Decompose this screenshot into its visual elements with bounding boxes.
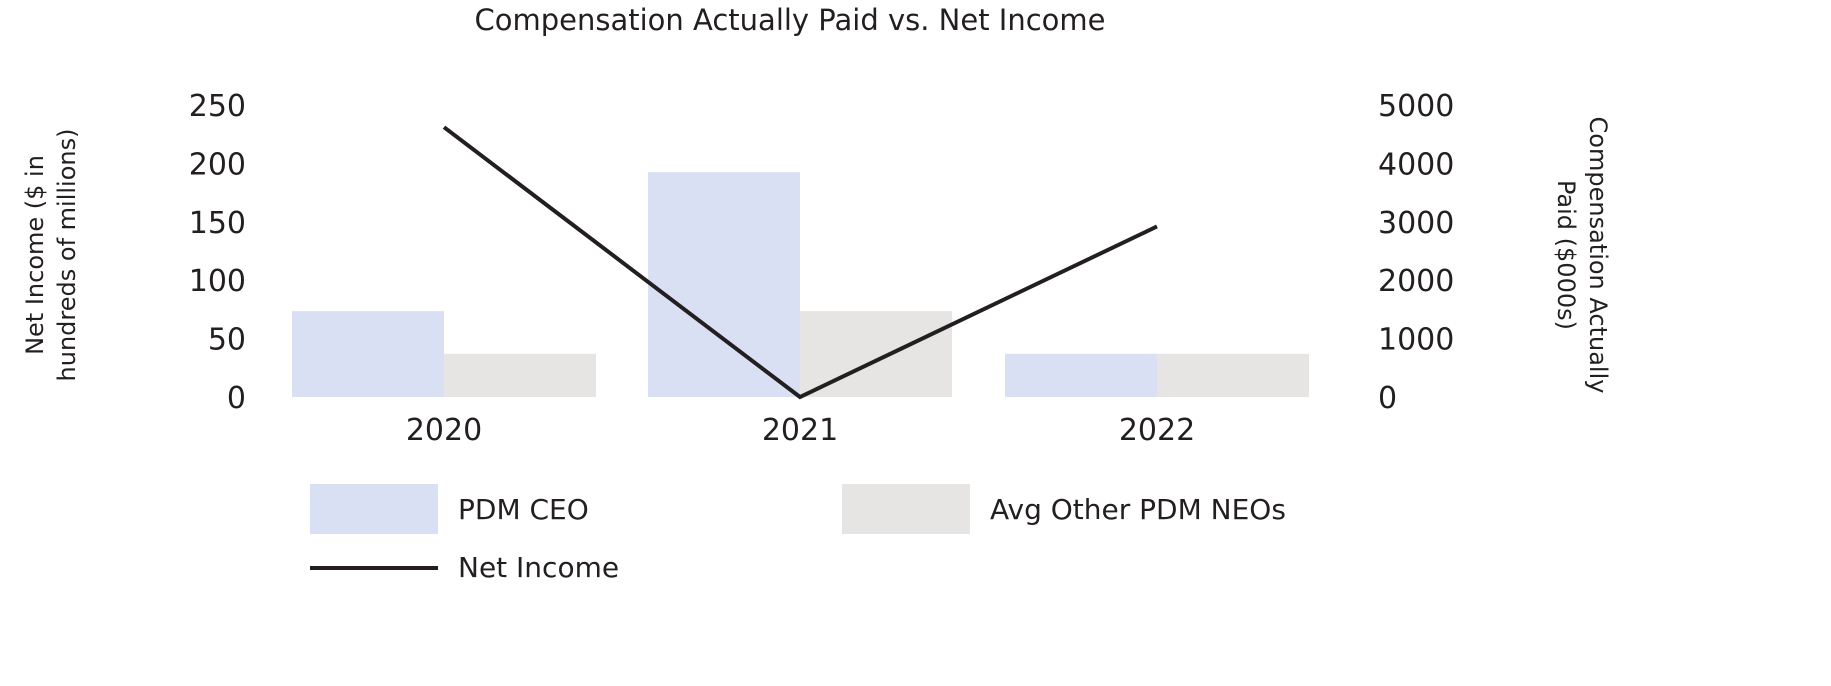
y-left-tick-label: 250 (189, 89, 246, 124)
y-left-axis-label: Net Income ($ in hundreds of millions) (21, 129, 81, 382)
y-right-tick-label: 4000 (1378, 147, 1454, 182)
y-right-tick-label: 3000 (1378, 206, 1454, 241)
legend-label-pdm-ceo: PDM CEO (458, 493, 589, 526)
x-tick-label: 2020 (406, 413, 482, 448)
x-tick-label: 2021 (762, 413, 838, 448)
bar-pdm-ceo-2022 (1005, 353, 1157, 397)
net-income-line (442, 125, 1158, 400)
x-tick-label: 2022 (1119, 413, 1195, 448)
y-right-tick-label: 5000 (1378, 89, 1454, 124)
legend-label-avg-other-neos: Avg Other PDM NEOs (990, 493, 1286, 526)
bar-avg-other-pdm-neos-2022 (1157, 353, 1309, 397)
legend-label-net-income: Net Income (458, 551, 619, 584)
y-left-axis-label-line: Net Income ($ in (21, 155, 49, 355)
y-left-tick-label: 50 (208, 323, 246, 358)
y-left-tick-label: 0 (227, 381, 246, 416)
y-right-tick-label: 1000 (1378, 323, 1454, 358)
chart-title: Compensation Actually Paid vs. Net Incom… (475, 3, 1106, 37)
y-right-tick-label: 2000 (1378, 264, 1454, 299)
bar-avg-other-pdm-neos-2020 (444, 353, 596, 397)
y-left-axis-label-line: hundreds of millions) (53, 129, 81, 382)
bar-pdm-ceo-2020 (292, 311, 444, 397)
y-right-axis-label-line: Paid ($000s) (1552, 180, 1580, 330)
y-left-tick-label: 100 (189, 264, 246, 299)
y-left-tick-label: 150 (189, 206, 246, 241)
y-right-axis-label: Compensation Actually Paid ($000s) (1552, 117, 1612, 394)
y-right-axis-label-line: Compensation Actually (1584, 117, 1612, 394)
y-left-tick-label: 200 (189, 147, 246, 182)
legend: PDM CEO Avg Other PDM NEOs Net Income (310, 484, 1286, 584)
legend-swatch-pdm-ceo (310, 484, 438, 534)
bar-pdm-ceo-2021 (648, 172, 800, 397)
legend-swatch-avg-other-neos (842, 484, 970, 534)
y-right-tick-label: 0 (1378, 381, 1397, 416)
